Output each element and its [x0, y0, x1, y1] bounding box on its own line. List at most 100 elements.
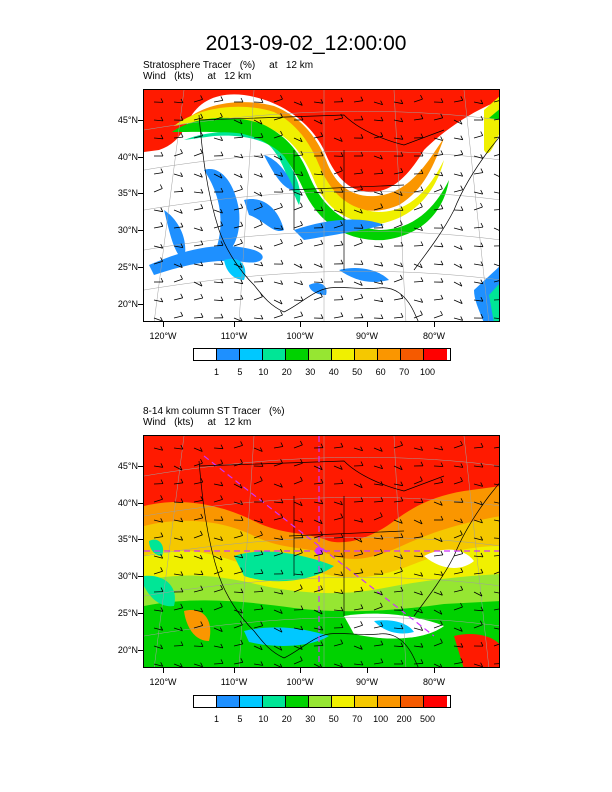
- wind-barb-flag: [280, 225, 284, 230]
- wind-barb-flag: [300, 605, 304, 610]
- wind-barb: [413, 263, 423, 269]
- wind-barb-flag: [180, 641, 184, 646]
- wind-barb: [293, 645, 303, 650]
- wind-barb: [273, 299, 283, 305]
- wind-barb: [393, 555, 403, 559]
- wind-barb-flag: [280, 549, 283, 554]
- wind-barb: [393, 119, 403, 123]
- wind-barb-flag: [420, 277, 424, 282]
- lat-label: 20°N: [117, 645, 138, 655]
- wind-barb: [373, 662, 383, 665]
- wind-barb: [353, 209, 363, 214]
- wind-barb: [433, 624, 443, 629]
- wind-barb-flag: [280, 187, 284, 193]
- wind-barb: [473, 519, 483, 524]
- wind-barb-flag: [240, 221, 244, 226]
- wind-barb: [433, 481, 443, 485]
- wind-barb: [473, 206, 483, 211]
- wind-barb-flag: [380, 481, 384, 486]
- wind-barb: [453, 153, 463, 157]
- wind-barb-flag: [419, 519, 423, 525]
- wind-barb: [253, 191, 263, 197]
- wind-barb: [293, 299, 304, 301]
- colorbar-swatch: [217, 349, 240, 360]
- wind-barb: [193, 281, 203, 287]
- wind-barb: [353, 281, 363, 286]
- lon-label: 110°W: [220, 677, 248, 687]
- wind-barb-flag: [480, 242, 484, 247]
- wind-barb: [193, 663, 203, 667]
- wind-barb: [393, 316, 404, 319]
- wind-barb: [413, 206, 423, 211]
- wind-barb: [193, 609, 203, 613]
- wind-barb-flag: [299, 584, 303, 589]
- wind-barb: [293, 315, 303, 319]
- wind-barb: [193, 625, 203, 629]
- wind-barb-flag: [420, 169, 424, 174]
- wind-barb-flag: [299, 645, 303, 650]
- wind-barb-flag: [160, 244, 164, 249]
- lat-label: 30°N: [117, 571, 138, 581]
- wind-barb: [393, 483, 403, 487]
- wind-barb-flag: [460, 518, 463, 523]
- wind-barb-flag: [400, 659, 404, 665]
- wind-barb: [213, 209, 223, 214]
- wind-barb-flag: [180, 498, 184, 503]
- wind-barb: [493, 136, 499, 139]
- wind-barb: [373, 552, 383, 557]
- wind-barb-flag: [440, 515, 444, 521]
- wind-barb-flag: [359, 281, 363, 286]
- wind-barb-flag: [400, 168, 404, 173]
- wind-barb: [213, 588, 223, 593]
- wind-barb-flag: [320, 132, 324, 137]
- colorbar-label: 20: [281, 367, 292, 377]
- wind-barb-flag: [439, 537, 443, 542]
- lat-label: 45°N: [117, 115, 138, 125]
- wind-barb: [333, 209, 343, 214]
- wind-barb-flag: [340, 552, 344, 558]
- colorbar-swatch: [424, 349, 447, 360]
- wind-barb: [293, 263, 303, 269]
- wind-barb-flag: [480, 154, 484, 159]
- wind-barb-flag: [360, 168, 364, 174]
- wind-barb-flag: [279, 155, 283, 161]
- wind-barb-flag: [480, 482, 484, 487]
- wind-barb: [453, 317, 463, 321]
- wind-barb-flag: [220, 112, 223, 118]
- wind-barb-flag: [220, 516, 224, 521]
- wind-barb: [353, 297, 363, 301]
- wind-barb: [153, 172, 163, 175]
- wind-barb-flag: [440, 204, 444, 209]
- wind-barb-flag: [200, 261, 204, 266]
- wind-barb: [413, 98, 423, 103]
- wind-barb: [433, 465, 444, 467]
- wind-barb-flag: [480, 279, 484, 284]
- panel2-header: 8-14 km column ST Tracer (%) Wind (kts) …: [143, 406, 285, 428]
- wind-barb-flag: [399, 220, 403, 225]
- wind-barb-flag: [460, 185, 464, 190]
- wind-barb: [233, 501, 243, 505]
- wind-barb-flag: [360, 461, 364, 466]
- wind-barb: [313, 173, 324, 176]
- wind-barb-flag: [460, 206, 464, 211]
- wind-barb: [373, 119, 384, 122]
- wind-barb-flag: [460, 658, 464, 663]
- wind-barb: [373, 465, 383, 470]
- wind-barb: [173, 226, 183, 229]
- wind-barb: [233, 263, 243, 268]
- wind-barb-flag: [380, 261, 384, 267]
- colorbar-swatch: [194, 696, 217, 707]
- wind-barb: [433, 173, 443, 177]
- wind-barb-flag: [360, 293, 364, 299]
- wind-barb-flag: [360, 586, 364, 592]
- wind-barb-flag: [440, 184, 443, 189]
- wind-barb: [273, 645, 283, 651]
- wind-barb: [493, 209, 499, 211]
- wind-barb: [233, 225, 243, 229]
- wind-barb: [233, 445, 243, 449]
- wind-barb: [233, 591, 244, 594]
- wind-barb-flag: [340, 589, 344, 594]
- wind-barb-flag: [459, 627, 463, 632]
- wind-barb-flag: [320, 278, 324, 283]
- wind-barb: [193, 227, 203, 232]
